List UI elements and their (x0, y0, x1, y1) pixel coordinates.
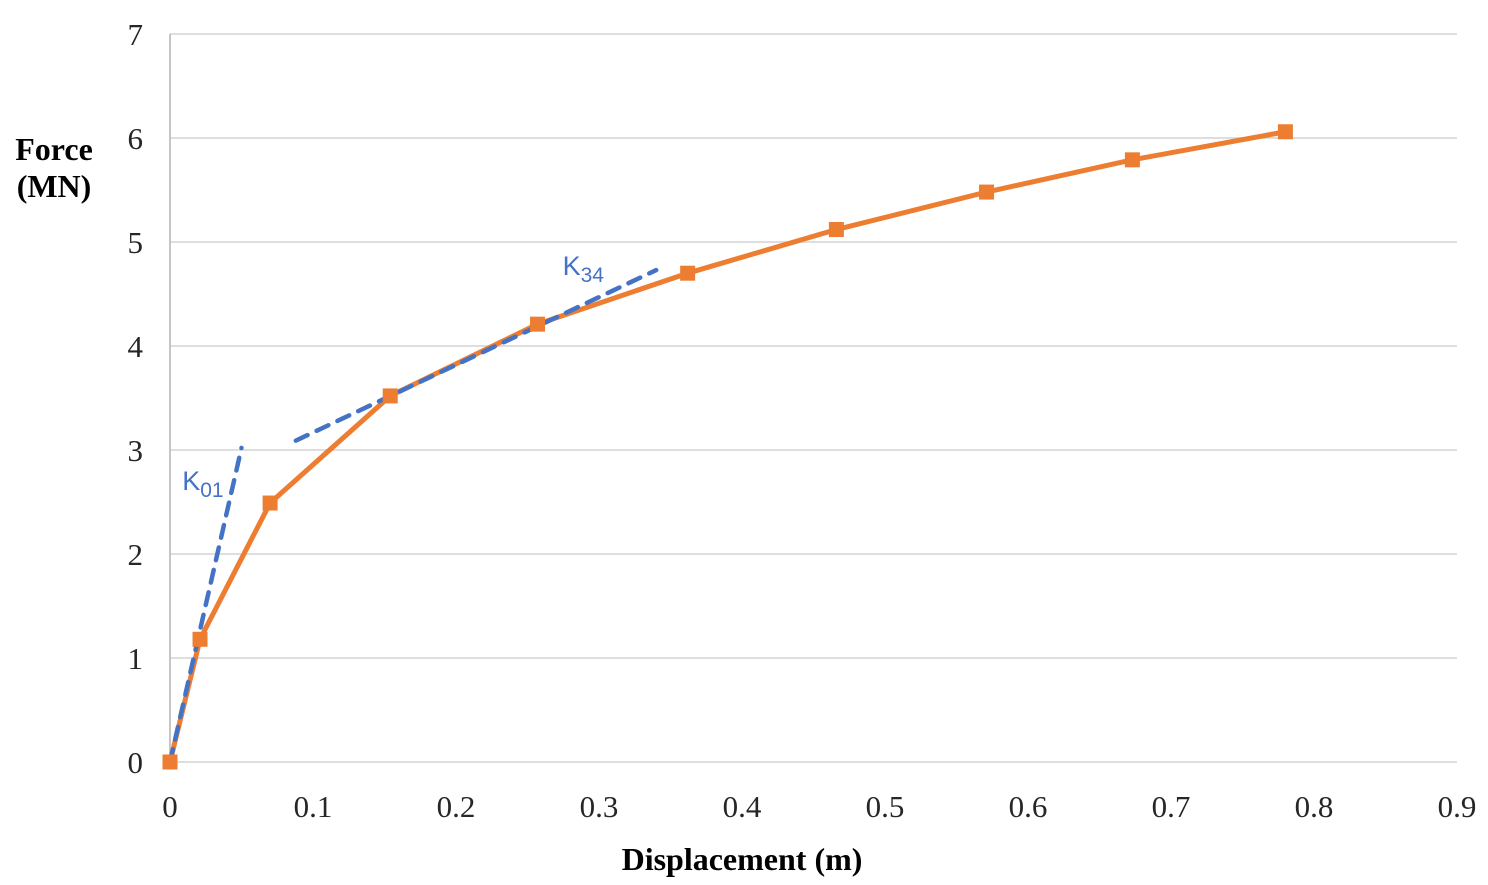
tangent-line-k01 (167, 445, 244, 765)
x-tick-label: 0.2 (437, 789, 476, 824)
x-axis-title: Displacement (m) (621, 841, 863, 877)
x-tick-label: 0.7 (1152, 789, 1191, 824)
x-tick-label: 0.3 (580, 789, 619, 824)
x-tick-label: 0.4 (723, 789, 762, 824)
tangent-label-k01: K01 (182, 466, 223, 502)
x-tick-label: 0.5 (866, 789, 905, 824)
data-point-marker (1124, 152, 1140, 168)
x-tick-label: 0.6 (1009, 789, 1048, 824)
data-point-marker (979, 184, 995, 200)
y-tick-label: 7 (128, 17, 144, 52)
y-tick-label: 1 (128, 641, 144, 676)
y-tick-label: 3 (128, 433, 144, 468)
data-point-marker (680, 265, 696, 281)
y-tick-label: 0 (128, 745, 144, 780)
y-tick-label: 6 (128, 121, 144, 156)
y-axis-title-line2: (MN) (16, 168, 92, 204)
data-point-marker (828, 222, 844, 238)
x-tick-label: 0.8 (1295, 789, 1334, 824)
y-axis-title: Force (MN) (4, 131, 104, 205)
data-point-marker (192, 631, 208, 647)
tangent-label-k34: K34 (563, 251, 605, 287)
data-point-marker (1277, 124, 1293, 140)
force-displacement-curve-line (167, 129, 1288, 765)
y-tick-label: 4 (128, 329, 144, 364)
data-point-marker (262, 495, 278, 511)
y-axis-title-line1: Force (15, 131, 93, 167)
data-point-marker (530, 316, 546, 332)
x-tick-label: 0.9 (1438, 789, 1477, 824)
y-tick-label: 5 (128, 225, 144, 260)
x-tick-label: 0.1 (294, 789, 333, 824)
y-tick-label: 2 (128, 537, 144, 572)
data-point-marker (382, 388, 398, 404)
x-tick-label: 0 (162, 789, 178, 824)
tangent-line-k34 (293, 267, 659, 443)
data-point-marker (162, 754, 178, 770)
